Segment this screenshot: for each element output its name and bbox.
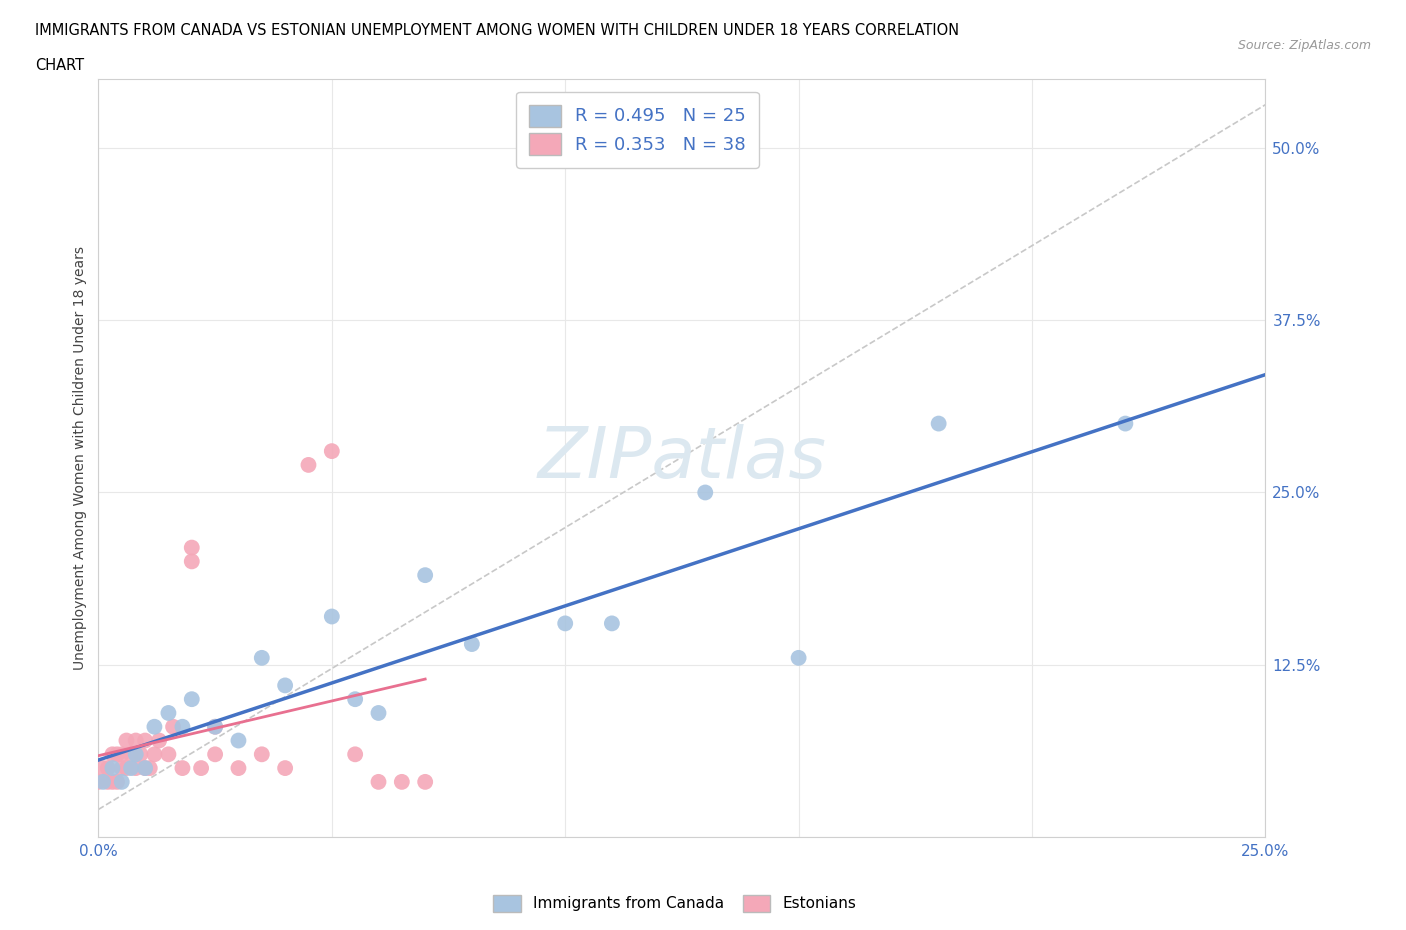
- Point: [250, 747, 273, 762]
- Point: [600, 616, 623, 631]
- Point: [91, 761, 114, 776]
- Point: [172, 761, 194, 776]
- Point: [367, 706, 389, 721]
- Point: [461, 637, 484, 652]
- Point: [180, 540, 202, 555]
- Point: [157, 747, 180, 762]
- Point: [180, 692, 202, 707]
- Text: IMMIGRANTS FROM CANADA VS ESTONIAN UNEMPLOYMENT AMONG WOMEN WITH CHILDREN UNDER : IMMIGRANTS FROM CANADA VS ESTONIAN UNEMP…: [35, 23, 959, 38]
- Point: [1114, 416, 1136, 431]
- Point: [125, 747, 148, 762]
- Legend: Immigrants from Canada, Estonians: Immigrants from Canada, Estonians: [488, 889, 862, 918]
- Point: [162, 719, 184, 734]
- Point: [344, 747, 367, 762]
- Point: [297, 458, 319, 472]
- Point: [321, 609, 343, 624]
- Legend: R = 0.495   N = 25, R = 0.353   N = 38: R = 0.495 N = 25, R = 0.353 N = 38: [516, 92, 759, 167]
- Point: [105, 775, 128, 790]
- Point: [87, 775, 110, 790]
- Point: [413, 567, 436, 582]
- Point: [204, 747, 226, 762]
- Point: [105, 747, 128, 762]
- Point: [97, 775, 120, 790]
- Point: [250, 650, 273, 665]
- Point: [321, 444, 343, 458]
- Y-axis label: Unemployment Among Women with Children Under 18 years: Unemployment Among Women with Children U…: [73, 246, 87, 670]
- Point: [139, 761, 162, 776]
- Point: [143, 719, 166, 734]
- Point: [115, 761, 138, 776]
- Point: [125, 761, 148, 776]
- Point: [228, 761, 250, 776]
- Point: [180, 554, 202, 569]
- Point: [120, 761, 142, 776]
- Point: [157, 706, 180, 721]
- Point: [695, 485, 717, 500]
- Point: [111, 747, 134, 762]
- Point: [367, 775, 389, 790]
- Point: [134, 733, 156, 748]
- Point: [101, 761, 124, 776]
- Point: [190, 761, 212, 776]
- Point: [391, 775, 413, 790]
- Point: [172, 719, 194, 734]
- Point: [111, 775, 134, 790]
- Point: [143, 747, 166, 762]
- Point: [101, 775, 124, 790]
- Point: [148, 733, 170, 748]
- Text: CHART: CHART: [35, 58, 84, 73]
- Point: [120, 747, 142, 762]
- Point: [101, 747, 124, 762]
- Text: Source: ZipAtlas.com: Source: ZipAtlas.com: [1237, 39, 1371, 52]
- Point: [274, 678, 297, 693]
- Point: [111, 761, 134, 776]
- Point: [134, 761, 156, 776]
- Text: ZIPatlas: ZIPatlas: [537, 423, 827, 493]
- Point: [787, 650, 810, 665]
- Point: [928, 416, 950, 431]
- Point: [134, 761, 156, 776]
- Point: [129, 747, 152, 762]
- Point: [204, 719, 226, 734]
- Point: [115, 733, 138, 748]
- Point: [91, 775, 114, 790]
- Point: [413, 775, 436, 790]
- Point: [228, 733, 250, 748]
- Point: [274, 761, 297, 776]
- Point: [204, 719, 226, 734]
- Point: [554, 616, 576, 631]
- Point: [344, 692, 367, 707]
- Point: [97, 761, 120, 776]
- Point: [125, 733, 148, 748]
